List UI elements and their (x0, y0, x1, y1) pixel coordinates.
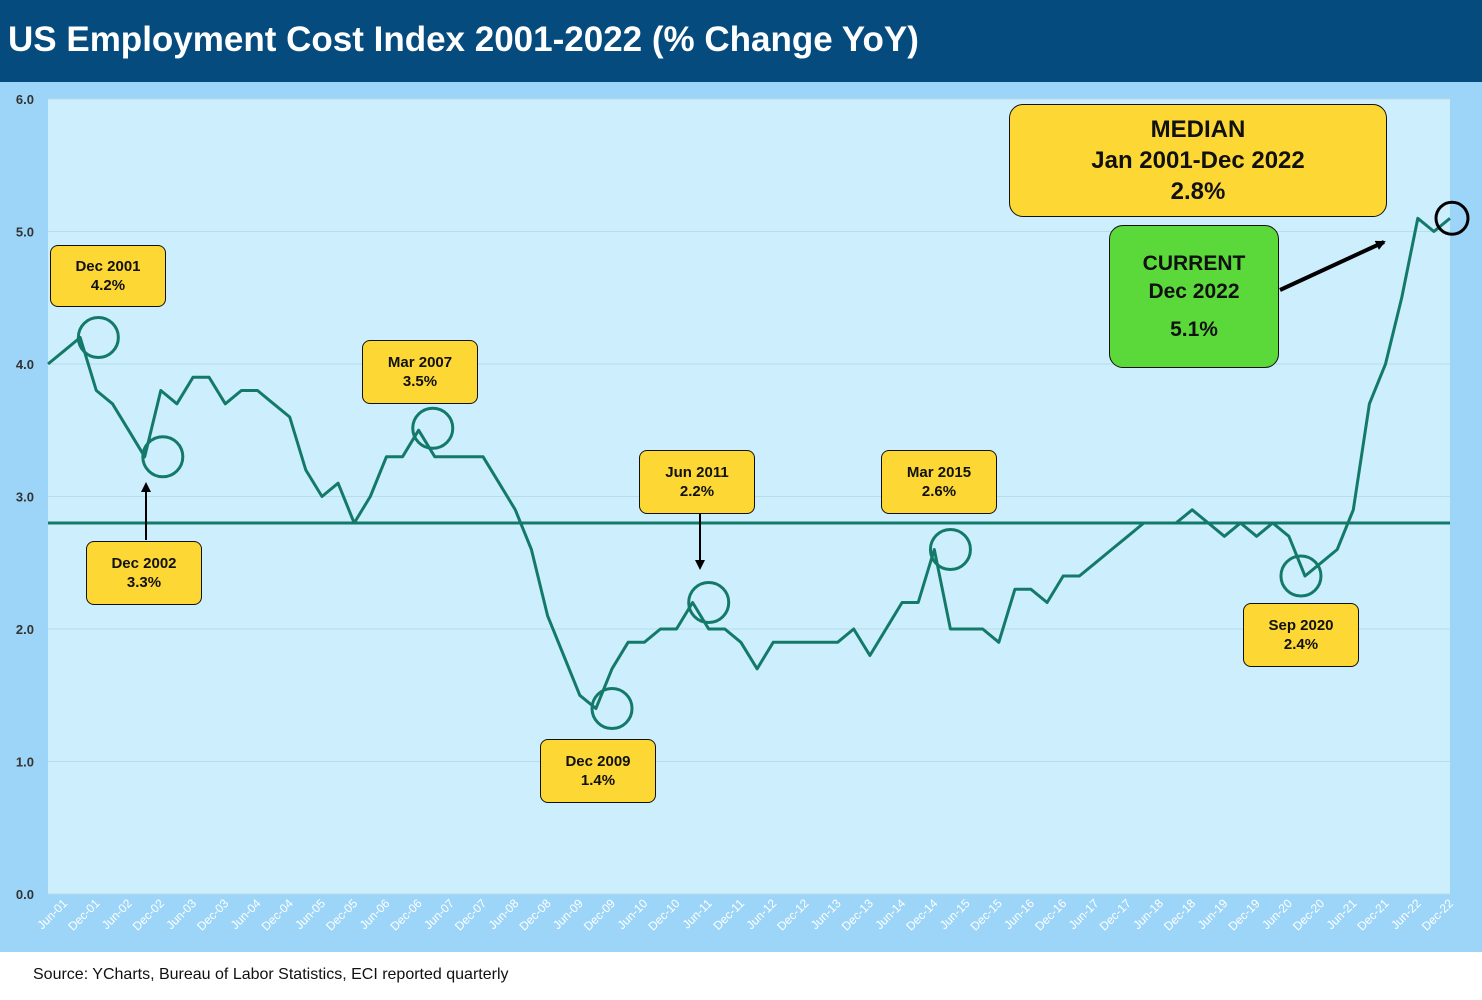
y-tick-label: 2.0 (16, 622, 34, 637)
callout-value: 2.4% (1283, 636, 1319, 653)
callout-value: 3.5% (402, 373, 438, 390)
x-tick-label: Jun-07 (421, 896, 457, 932)
x-tick-label: Dec-20 (1290, 896, 1327, 933)
callout-date: Jun 2011 (665, 464, 729, 481)
x-tick-label: Dec-06 (388, 896, 425, 933)
x-tick-label: Jun-10 (615, 896, 651, 932)
x-tick-label: Dec-10 (645, 896, 682, 933)
x-tick-label: Dec-13 (839, 896, 876, 933)
y-axis-ticks: 0.0 1.0 2.0 3.0 4.0 5.0 6.0 (16, 92, 34, 902)
highlight-circle (411, 406, 455, 450)
x-tick-label: Jun-02 (99, 896, 135, 932)
y-tick-label: 5.0 (16, 225, 34, 240)
x-tick-label: Dec-14 (903, 896, 940, 933)
x-tick-label: Dec-04 (259, 896, 296, 933)
callout-jun-2011: Jun 2011 2.2% (639, 450, 755, 514)
series-line-eci (47, 216, 1451, 710)
x-tick-label: Dec-16 (1032, 896, 1069, 933)
callout-mar-2015: Mar 2015 2.6% (881, 450, 997, 514)
x-tick-label: Dec-03 (194, 896, 231, 933)
x-tick-label: Jun-12 (743, 896, 779, 932)
x-tick-label: Jun-14 (872, 896, 908, 932)
highlight-circle (687, 581, 731, 624)
highlight-circle (590, 687, 634, 730)
x-tick-label: Jun-21 (1324, 896, 1360, 932)
current-label: CURRENT (1142, 251, 1246, 275)
arrow-current (1279, 240, 1386, 292)
y-tick-label: 1.0 (16, 755, 34, 770)
current-value: 5.1% (1170, 317, 1218, 341)
y-tick-label: 4.0 (16, 357, 34, 372)
median-range: Jan 2001-Dec 2022 (1091, 147, 1305, 174)
callout-value: 1.4% (580, 772, 616, 789)
x-tick-label: Jun-19 (1195, 896, 1231, 932)
y-tick-label: 3.0 (16, 490, 34, 505)
x-tick-label: Jun-01 (34, 896, 70, 932)
y-tick-label: 0.0 (16, 887, 34, 902)
callout-date: Dec 2002 (111, 555, 177, 572)
x-tick-label: Jun-16 (1001, 896, 1037, 932)
callout-date: Dec 2001 (75, 258, 141, 275)
callout-date: Mar 2007 (387, 354, 453, 371)
median-label: MEDIAN (1150, 116, 1246, 143)
x-tick-label: Dec-22 (1419, 896, 1456, 933)
x-tick-label: Jun-03 (163, 896, 199, 932)
x-tick-label: Jun-11 (680, 896, 715, 931)
chart-header: US Employment Cost Index 2001-2022 (% Ch… (0, 0, 1482, 82)
callout-arrows (141, 240, 1386, 570)
highlight-circle (1279, 554, 1323, 598)
x-tick-label: Dec-11 (710, 896, 747, 933)
callout-date: Mar 2015 (906, 464, 972, 481)
x-tick-label: Jun-06 (357, 896, 393, 932)
callout-value: 2.2% (679, 483, 715, 500)
x-tick-label: Jun-08 (486, 896, 522, 932)
highlight-circle (928, 528, 972, 571)
x-tick-label: Dec-19 (1225, 896, 1262, 933)
x-tick-label: Jun-04 (228, 896, 264, 932)
source-note: Source: YCharts, Bureau of Labor Statist… (33, 966, 509, 983)
callout-date: Sep 2020 (1268, 617, 1334, 634)
callout-value: 2.6% (921, 483, 957, 500)
current-callout: CURRENT Dec 2022 5.1% (1109, 225, 1279, 368)
x-axis-ticks: Jun-01Dec-01Jun-02Dec-02Jun-03Dec-03Jun-… (34, 896, 1456, 933)
callout-dec-2009: Dec 2009 1.4% (540, 739, 656, 803)
x-tick-label: Dec-01 (65, 896, 102, 933)
callout-dec-2001: Dec 2001 4.2% (50, 245, 166, 307)
x-tick-label: Dec-18 (1161, 896, 1198, 933)
x-tick-label: Dec-05 (323, 896, 360, 933)
x-tick-label: Jun-09 (550, 896, 586, 932)
x-tick-label: Jun-20 (1259, 896, 1295, 932)
chart-title: US Employment Cost Index 2001-2022 (% Ch… (8, 20, 919, 59)
x-tick-label: Dec-12 (774, 896, 811, 933)
x-tick-label: Dec-21 (1354, 896, 1391, 933)
current-date: Dec 2022 (1148, 279, 1240, 303)
y-tick-label: 6.0 (16, 92, 34, 107)
x-tick-label: Dec-17 (1097, 896, 1134, 933)
x-tick-label: Dec-02 (130, 896, 167, 933)
x-tick-label: Jun-05 (292, 896, 328, 932)
callout-sep-2020: Sep 2020 2.4% (1243, 603, 1359, 667)
callout-date: Dec 2009 (565, 753, 631, 770)
x-tick-label: Jun-17 (1066, 896, 1102, 932)
x-tick-label: Jun-22 (1388, 896, 1424, 932)
x-tick-label: Jun-15 (937, 896, 973, 932)
highlight-markers (76, 200, 1470, 730)
median-callout: MEDIAN Jan 2001-Dec 2022 2.8% (1009, 104, 1387, 217)
highlight-circle (76, 316, 120, 359)
callout-value: 3.3% (126, 574, 162, 591)
callout-dec-2002: Dec 2002 3.3% (86, 541, 202, 605)
x-tick-label: Dec-09 (581, 896, 618, 933)
callout-mar-2007: Mar 2007 3.5% (362, 340, 478, 404)
highlight-circle (1434, 200, 1470, 236)
highlight-circle (141, 435, 185, 479)
x-tick-label: Dec-15 (968, 896, 1005, 933)
x-tick-label: Jun-13 (808, 896, 844, 932)
median-value: 2.8% (1170, 178, 1226, 205)
callout-value: 4.2% (90, 277, 126, 294)
x-tick-label: Dec-08 (516, 896, 553, 933)
x-tick-label: Jun-18 (1130, 896, 1166, 932)
x-tick-label: Dec-07 (452, 896, 489, 933)
